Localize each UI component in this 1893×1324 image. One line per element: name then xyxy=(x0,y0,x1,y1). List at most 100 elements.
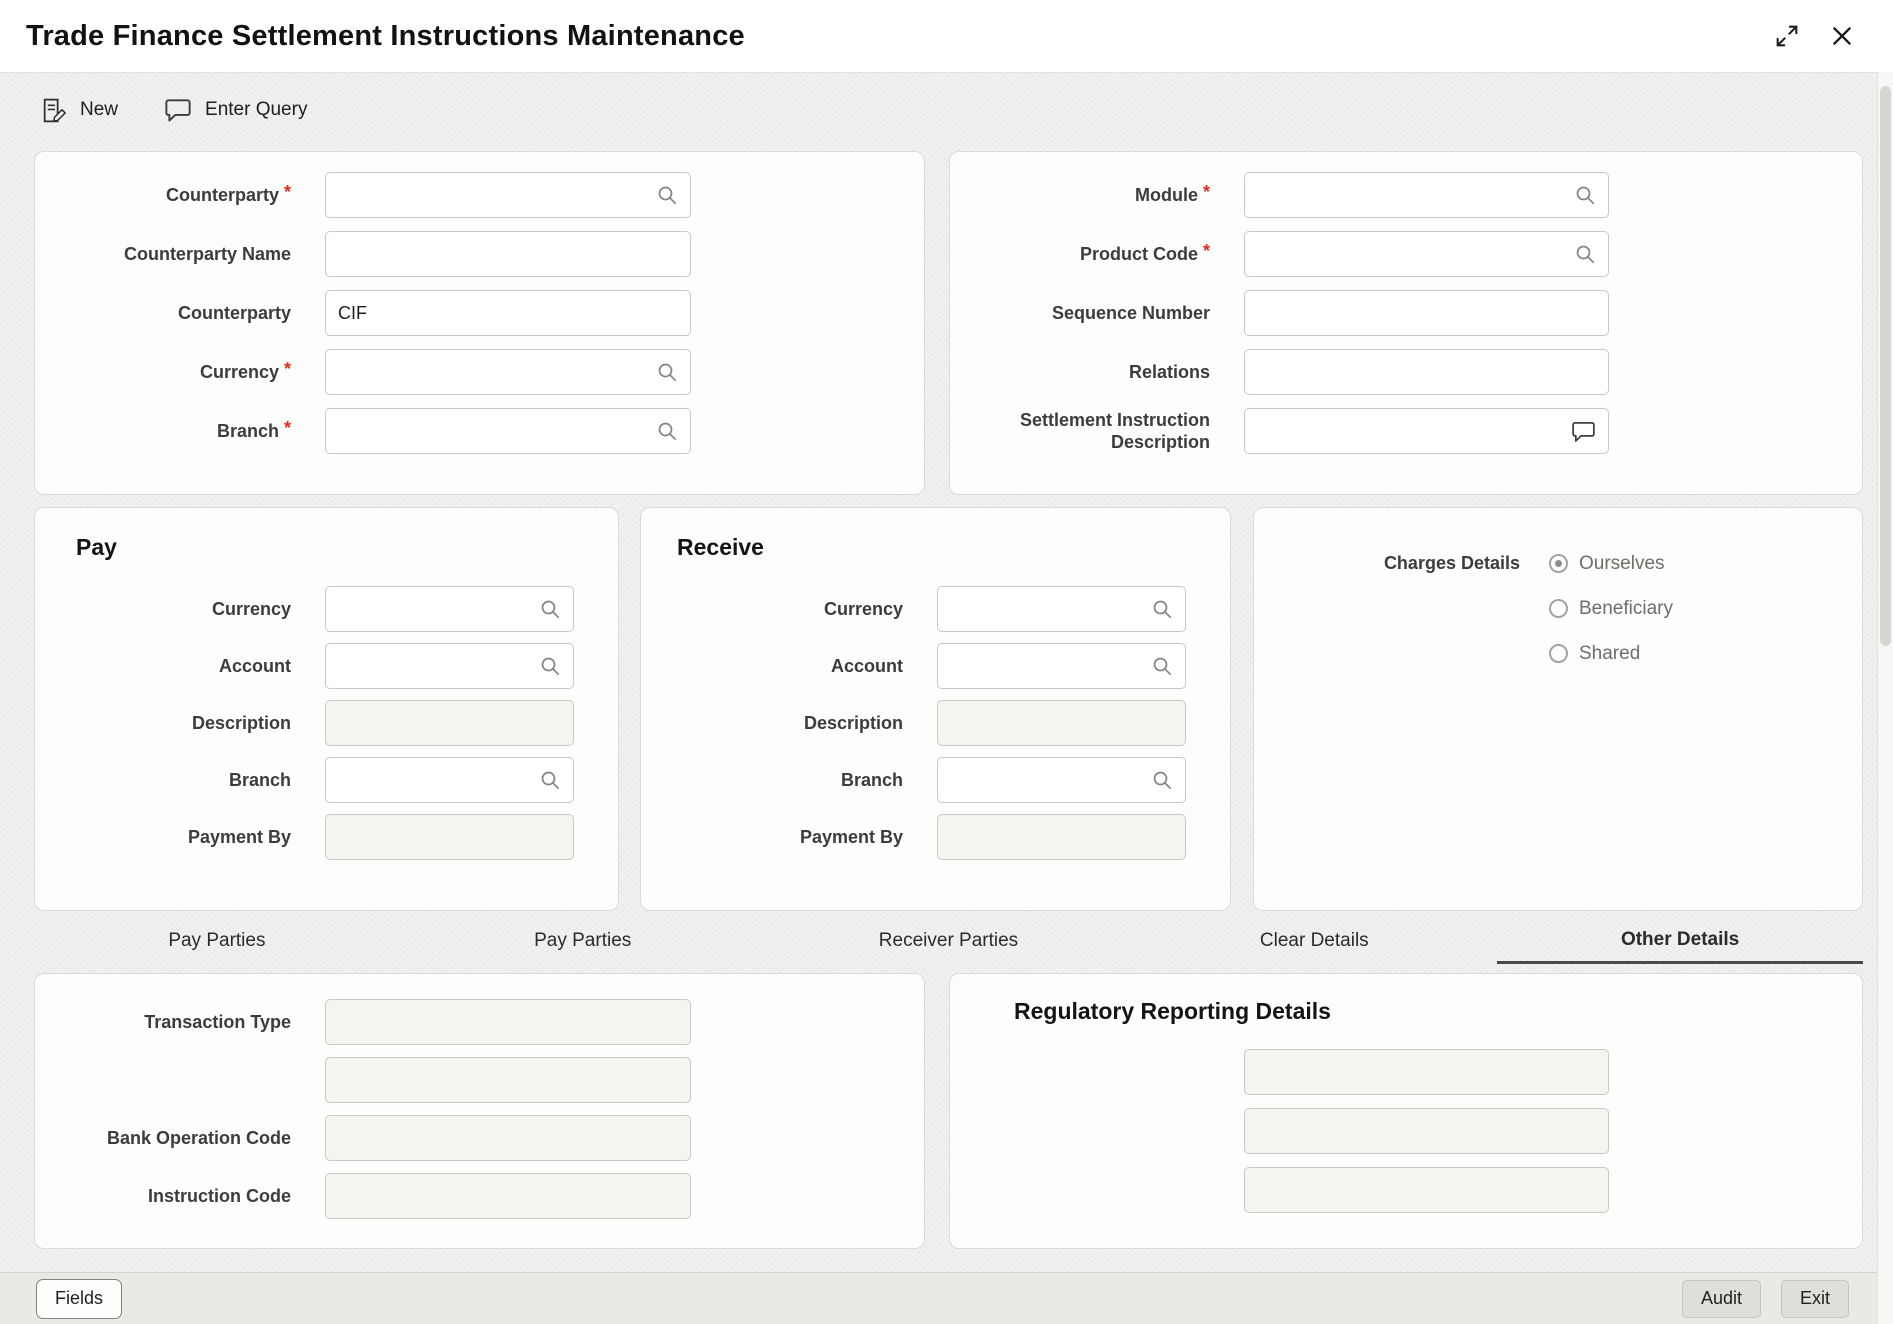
scrollbar-thumb[interactable] xyxy=(1880,86,1891,646)
receive-payment-by-input[interactable] xyxy=(937,814,1186,860)
tab-bar: Pay Parties Pay Parties Receiver Parties… xyxy=(34,918,1863,964)
fields-button[interactable]: Fields xyxy=(36,1278,122,1319)
regulatory-reporting-input-3[interactable] xyxy=(1244,1167,1609,1213)
product-code-input[interactable] xyxy=(1244,231,1609,277)
relations-input[interactable] xyxy=(1244,349,1609,395)
bank-operation-code-label: Bank Operation Code xyxy=(106,1127,291,1148)
instruction-code-input[interactable] xyxy=(325,1173,691,1219)
charges-option-ourselves[interactable]: Ourselves xyxy=(1549,552,1673,575)
tab-pay-parties-1[interactable]: Pay Parties xyxy=(34,918,400,964)
module-label: Module xyxy=(1134,184,1198,205)
receive-branch-input[interactable] xyxy=(937,757,1186,803)
field-row xyxy=(35,1057,924,1103)
tab-label: Other Details xyxy=(1620,928,1740,950)
bank-operation-code-input[interactable] xyxy=(325,1115,691,1161)
tab-clear-details[interactable]: Clear Details xyxy=(1131,918,1497,964)
tab-receiver-parties[interactable]: Receiver Parties xyxy=(766,918,1132,964)
pay-branch-lookup-button[interactable] xyxy=(539,769,561,791)
vertical-scrollbar[interactable] xyxy=(1877,72,1893,1324)
branch-lookup-button[interactable] xyxy=(656,420,678,442)
description-editor-button[interactable] xyxy=(1571,420,1596,443)
counterparty-cif-label: Counterparty xyxy=(177,302,291,323)
charges-option-beneficiary[interactable]: Beneficiary xyxy=(1549,597,1673,620)
toolbar: New Enter Query xyxy=(40,82,307,138)
search-icon xyxy=(1151,769,1173,791)
regulatory-reporting-input-1[interactable] xyxy=(1244,1049,1609,1095)
input-value: CIF xyxy=(338,302,367,323)
radio-button-icon[interactable] xyxy=(1549,554,1568,573)
audit-button[interactable]: Audit xyxy=(1681,1279,1761,1318)
field-row: Counterparty * xyxy=(35,172,924,218)
branch-input[interactable] xyxy=(325,408,691,454)
pay-description-input[interactable] xyxy=(325,700,574,746)
close-window-button[interactable] xyxy=(1829,23,1855,49)
module-input[interactable] xyxy=(1244,172,1609,218)
pay-currency-input[interactable] xyxy=(325,586,574,632)
field-row: Transaction Type xyxy=(35,999,924,1045)
new-button-label: New xyxy=(80,99,119,120)
currency-lookup-button[interactable] xyxy=(656,361,678,383)
search-icon xyxy=(539,655,561,677)
module-lookup-button[interactable] xyxy=(1574,184,1596,206)
counterparty-lookup-button[interactable] xyxy=(656,184,678,206)
search-icon xyxy=(1574,243,1596,265)
counterparty-cif-input[interactable]: CIF xyxy=(325,290,691,336)
field-row: Module * xyxy=(950,172,1862,218)
charges-panel: Charges Details Ourselves Beneficiary Sh… xyxy=(1253,507,1863,911)
enter-query-button[interactable]: Enter Query xyxy=(164,97,307,123)
pay-account-lookup-button[interactable] xyxy=(539,655,561,677)
charges-option-shared[interactable]: Shared xyxy=(1549,642,1673,665)
enter-query-button-label: Enter Query xyxy=(205,99,308,120)
field-row: Relations xyxy=(950,349,1862,395)
field-row: Account xyxy=(641,643,1230,689)
exit-button[interactable]: Exit xyxy=(1780,1279,1849,1318)
footer-bar: Fields Audit Exit xyxy=(0,1272,1877,1324)
pay-payment-by-input[interactable] xyxy=(325,814,574,860)
pay-currency-lookup-button[interactable] xyxy=(539,598,561,620)
charges-radio-group: Ourselves Beneficiary Shared xyxy=(1549,552,1673,665)
receive-description-label: Description xyxy=(803,712,903,733)
product-code-lookup-button[interactable] xyxy=(1574,243,1596,265)
titlebar: Trade Finance Settlement Instructions Ma… xyxy=(0,0,1893,72)
counterparty-name-input[interactable] xyxy=(325,231,691,277)
receive-currency-label: Currency xyxy=(823,598,903,619)
receive-account-input[interactable] xyxy=(937,643,1186,689)
radio-button-icon[interactable] xyxy=(1549,599,1568,618)
charges-details-label: Charges Details xyxy=(1383,553,1520,573)
settlement-instruction-description-input[interactable] xyxy=(1244,408,1609,454)
tab-other-details[interactable]: Other Details xyxy=(1497,918,1863,964)
receive-payment-by-label: Payment By xyxy=(799,826,903,847)
sequence-number-input[interactable] xyxy=(1244,290,1609,336)
receive-branch-lookup-button[interactable] xyxy=(1151,769,1173,791)
receive-account-lookup-button[interactable] xyxy=(1151,655,1173,677)
tab-pay-parties-2[interactable]: Pay Parties xyxy=(400,918,766,964)
field-row: Currency xyxy=(35,586,618,632)
pay-branch-input[interactable] xyxy=(325,757,574,803)
field-row: Description xyxy=(641,700,1230,746)
regulatory-reporting-input-2[interactable] xyxy=(1244,1108,1609,1154)
pay-account-input[interactable] xyxy=(325,643,574,689)
counterparty-input[interactable] xyxy=(325,172,691,218)
required-marker: * xyxy=(283,417,291,438)
new-button[interactable]: New xyxy=(40,97,118,124)
currency-input[interactable] xyxy=(325,349,691,395)
field-row: Sequence Number xyxy=(950,290,1862,336)
transaction-type-description-input[interactable] xyxy=(325,1057,691,1103)
search-icon xyxy=(1151,655,1173,677)
search-icon xyxy=(1574,184,1596,206)
field-row: Branch xyxy=(35,757,618,803)
footer-actions: Audit Exit xyxy=(1681,1279,1849,1318)
search-icon xyxy=(539,769,561,791)
chat-bubble-icon xyxy=(1571,420,1596,443)
radio-label: Ourselves xyxy=(1579,553,1665,574)
receive-description-input[interactable] xyxy=(937,700,1186,746)
required-marker: * xyxy=(1202,240,1210,261)
restore-window-button[interactable] xyxy=(1773,22,1801,50)
receive-branch-label: Branch xyxy=(840,769,903,790)
counterparty-label: Counterparty xyxy=(165,184,279,205)
transaction-type-input[interactable] xyxy=(325,999,691,1045)
field-row: Settlement Instruction Description xyxy=(950,408,1862,454)
receive-currency-input[interactable] xyxy=(937,586,1186,632)
radio-button-icon[interactable] xyxy=(1549,644,1568,663)
receive-currency-lookup-button[interactable] xyxy=(1151,598,1173,620)
